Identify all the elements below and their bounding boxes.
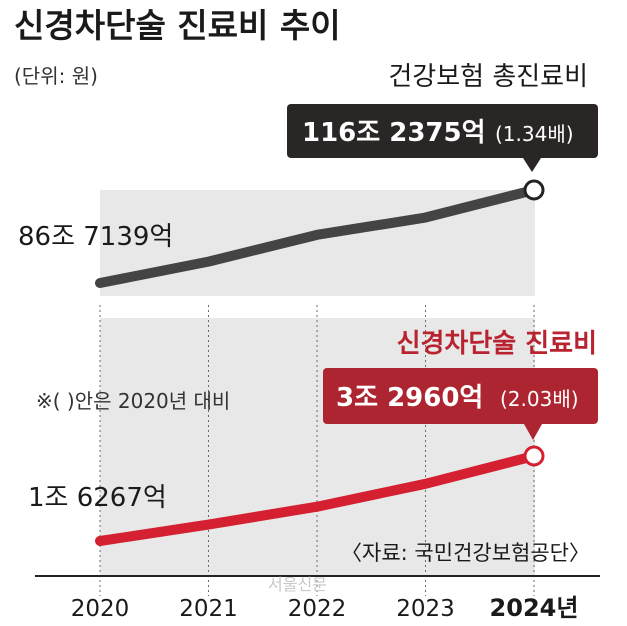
note: ※( )안은 2020년 대비 <box>36 389 230 413</box>
x-tick-label: 2022 <box>288 596 347 622</box>
series-line-nerve-block <box>95 451 539 546</box>
x-axis-ticks: 2020 2021 2022 2023 2024년 <box>71 594 579 622</box>
start-label-nerve-block: 1조 6267억 <box>28 483 167 513</box>
series-name-total: 건강보험 총진료비 <box>388 62 588 92</box>
callout-box-nerve-block <box>323 368 598 424</box>
x-tick-label: 2024년 <box>490 594 579 622</box>
callout-main-nerve-block: 3조 2960억 <box>336 383 483 413</box>
callout-pointer-total <box>523 158 541 172</box>
source: 〈자료: 국민건강보험공단〉 <box>341 541 590 565</box>
callout-pointer-nerve-block <box>524 424 542 440</box>
callout-ratio-nerve-block: (2.03배) <box>500 387 579 411</box>
series-end-marker-nerve-block <box>523 445 545 467</box>
callout-nerve-block: 3조 2960억 (2.03배) <box>323 368 598 440</box>
x-tick-label: 2020 <box>71 596 130 622</box>
callout-total: 116조 2375억 (1.34배) <box>287 104 598 172</box>
x-tick-label: 2023 <box>396 596 455 622</box>
callout-ratio-total: (1.34배) <box>495 122 574 146</box>
start-label-total: 86조 7139억 <box>18 222 173 252</box>
x-tick-label: 2021 <box>179 596 238 622</box>
series-line-total <box>95 185 539 288</box>
series-name-nerve-block: 신경차단술 진료비 <box>397 329 597 359</box>
callout-box-total <box>287 104 598 158</box>
unit-label: (단위: 원) <box>14 64 98 88</box>
watermark: 서울신문 <box>268 575 327 594</box>
series-end-marker-total <box>523 179 545 201</box>
chart-title: 신경차단술 진료비 추이 <box>14 6 341 45</box>
callout-main-total: 116조 2375억 <box>302 118 486 148</box>
